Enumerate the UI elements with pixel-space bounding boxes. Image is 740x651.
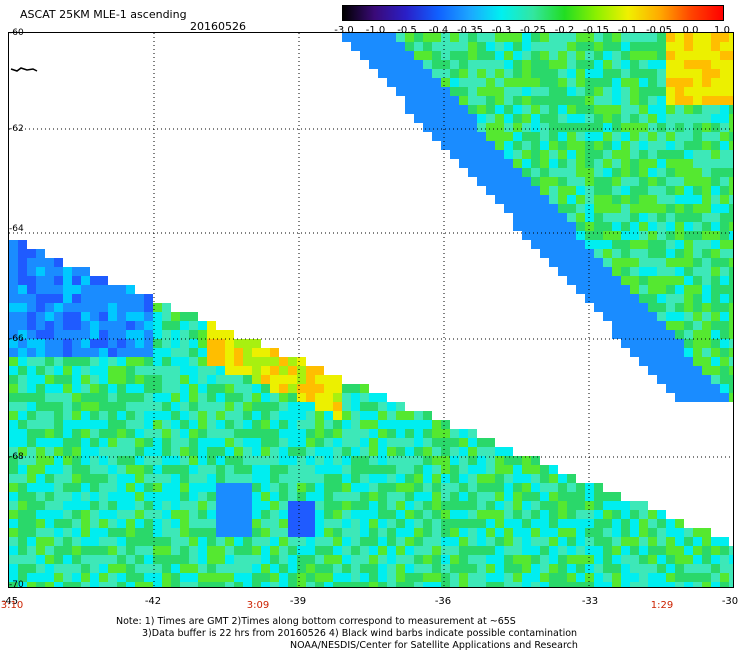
colorbar-tick-label: -0.5 bbox=[397, 25, 417, 36]
latitude-label: -64 bbox=[9, 224, 24, 234]
map-svg bbox=[9, 33, 738, 591]
colorbar-tick-label: -0.2 bbox=[554, 25, 575, 36]
latitude-label: -60 bbox=[9, 28, 24, 38]
latitude-label: -68 bbox=[9, 452, 24, 462]
colorbar-tick-label: -0.1 bbox=[617, 25, 638, 36]
colorbar-tick-label: -0.4 bbox=[428, 25, 449, 36]
colorbar bbox=[342, 5, 724, 21]
time-label: 1:29 bbox=[650, 600, 674, 611]
footer-note-2: 3)Data buffer is 22 hrs from 20160526 4)… bbox=[142, 628, 578, 639]
colorbar-tick-label: -3.0 bbox=[334, 25, 354, 36]
footer-note-1: Note: 1) Times are GMT 2)Times along bot… bbox=[116, 616, 516, 627]
colorbar-tick-label: 1.0 bbox=[714, 25, 730, 36]
colorbar-tick-label: -0.05 bbox=[646, 25, 672, 36]
product-date: 20160526 bbox=[190, 20, 246, 33]
colorbar-tick-label: -0.25 bbox=[520, 25, 546, 36]
product-title: ASCAT 25KM MLE-1 ascending bbox=[20, 8, 187, 21]
map-plot bbox=[8, 32, 738, 591]
latitude-label: -66 bbox=[9, 334, 24, 344]
longitude-label: -33 bbox=[581, 596, 599, 607]
colorbar-tick-label: -0.15 bbox=[583, 25, 609, 36]
latitude-label: -62 bbox=[9, 124, 24, 134]
wind-field-cells bbox=[9, 33, 738, 591]
longitude-label: -45 bbox=[1, 596, 19, 607]
longitude-label: -42 bbox=[144, 596, 162, 607]
colorbar-tick-label: -0.3 bbox=[491, 25, 512, 36]
footer-note-3: NOAA/NESDIS/Center for Satellite Applica… bbox=[290, 640, 578, 651]
coastline bbox=[10, 67, 38, 72]
graticule bbox=[9, 33, 733, 587]
longitude-label: -36 bbox=[434, 596, 452, 607]
colorbar-tick-label: -0.35 bbox=[457, 25, 483, 36]
time-label: 3:09 bbox=[246, 600, 270, 611]
latitude-label: -70 bbox=[9, 580, 24, 590]
colorbar-tick-label: -1.0 bbox=[365, 25, 386, 36]
time-label: 3:10 bbox=[0, 600, 24, 611]
longitude-label: -30 bbox=[721, 596, 739, 607]
longitude-label: -39 bbox=[289, 596, 307, 607]
colorbar-tick-label: 0.0 bbox=[682, 25, 699, 36]
